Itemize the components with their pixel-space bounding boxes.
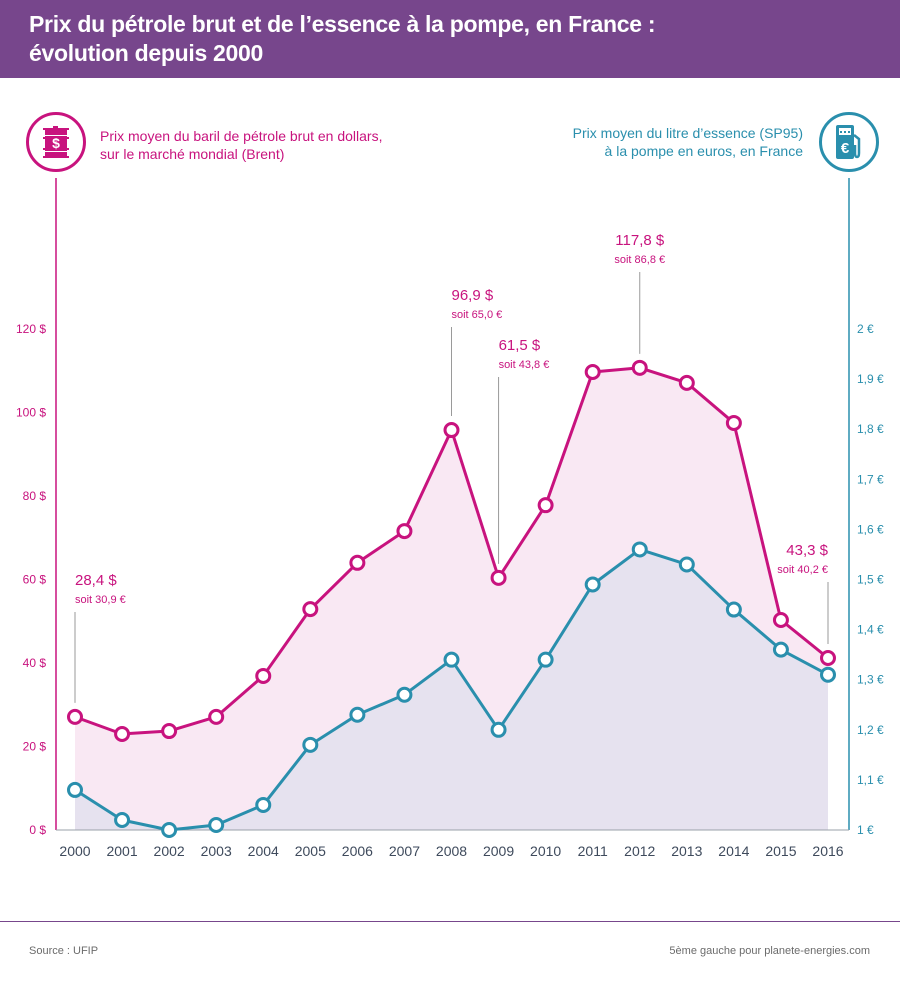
gasoline-point xyxy=(490,721,507,738)
right-axis-tick-label: 1,1 € xyxy=(857,773,884,787)
x-axis-tick-label: 2013 xyxy=(671,843,702,859)
left-axis-tick-label: 100 $ xyxy=(16,406,46,420)
x-axis-tick-label: 2000 xyxy=(59,843,90,859)
annotation-euro-value: soit 30,9 € xyxy=(75,594,126,606)
x-axis-tick-label: 2010 xyxy=(530,843,561,859)
gasoline-point xyxy=(820,666,836,683)
gasoline-point xyxy=(208,816,225,833)
crude-oil-point xyxy=(114,725,131,742)
x-axis-tick-label: 2005 xyxy=(295,843,326,859)
gasoline-point xyxy=(396,686,413,703)
crude-oil-point xyxy=(725,414,742,431)
crude-oil-point xyxy=(396,523,413,540)
right-axis-tick-label: 1,5 € xyxy=(857,573,884,587)
x-axis-tick-label: 2016 xyxy=(812,843,843,859)
left-axis-tick-label: 120 $ xyxy=(16,322,46,336)
crude-oil-point xyxy=(678,374,695,391)
x-axis-tick-label: 2012 xyxy=(624,843,655,859)
crude-oil-point xyxy=(349,554,366,571)
gasoline-point xyxy=(631,541,648,558)
legend-gasoline-line1: Prix moyen du litre d’essence (SP95) xyxy=(572,125,803,141)
legend-gasoline-line2: à la pompe en euros, en France xyxy=(604,143,803,159)
crude-oil-point xyxy=(537,497,554,514)
gasoline-point xyxy=(537,651,554,668)
annotation-euro-value: soit 43,8 € xyxy=(499,359,550,371)
legend-crude-oil-line2: sur le marché mondial (Brent) xyxy=(100,146,285,162)
crude-oil-point xyxy=(820,649,836,666)
right-axis-tick-label: 1,2 € xyxy=(857,723,884,737)
legend-crude-oil-line1: Prix moyen du baril de pétrole brut en d… xyxy=(100,128,383,144)
left-axis-tick-label: 40 $ xyxy=(23,656,47,670)
x-axis-tick-label: 2001 xyxy=(106,843,137,859)
oil-barrel-dollar-icon: $ xyxy=(26,112,86,172)
annotation-value: 43,3 $ xyxy=(786,542,828,559)
crude-oil-point xyxy=(67,708,83,725)
source-note: Source : UFIP xyxy=(29,945,99,957)
x-axis-tick-label: 2003 xyxy=(201,843,232,859)
gasoline-point xyxy=(725,601,742,618)
left-axis-tick-label: 20 $ xyxy=(23,740,47,754)
right-axis-tick-label: 1,9 € xyxy=(857,372,884,386)
footer-divider xyxy=(0,921,900,922)
x-axis-tick-label: 2004 xyxy=(248,843,279,859)
annotation-value: 28,4 $ xyxy=(75,572,117,589)
crude-oil-point xyxy=(584,364,601,381)
crude-oil-point xyxy=(443,422,460,439)
x-axis-tick-label: 2015 xyxy=(765,843,796,859)
x-axis-tick-label: 2014 xyxy=(718,843,749,859)
crude-oil-point xyxy=(208,708,225,725)
gasoline-point xyxy=(584,576,601,593)
crude-oil-point xyxy=(302,601,319,618)
right-axis-tick-label: 1,6 € xyxy=(857,522,884,536)
gasoline-point xyxy=(349,706,366,723)
x-axis-tick-label: 2006 xyxy=(342,843,373,859)
annotation-euro-value: soit 86,8 € xyxy=(614,254,665,266)
gasoline-point xyxy=(161,822,178,838)
x-axis-tick-label: 2002 xyxy=(154,843,185,859)
svg-text:$: $ xyxy=(52,135,60,151)
left-axis-tick-label: 60 $ xyxy=(23,573,47,587)
x-axis-tick-label: 2008 xyxy=(436,843,467,859)
right-axis-tick-label: 1,4 € xyxy=(857,623,884,637)
right-axis-tick-label: 1 € xyxy=(857,823,874,837)
gasoline-point xyxy=(67,781,83,798)
annotation-value: 61,5 $ xyxy=(499,337,541,354)
chart-title-line1: Prix du pétrole brut et de l’essence à l… xyxy=(29,11,656,37)
annotation-value: 117,8 $ xyxy=(615,232,665,249)
gasoline-point xyxy=(302,736,319,753)
crude-oil-point xyxy=(631,359,648,376)
gasoline-point xyxy=(114,811,131,828)
chart-canvas: 0 $ 20 $ 40 $ 60 $ 80 $ 100 $ 120 $ 1 € 1,1 € 1,2… xyxy=(16,178,884,859)
legend-crude-oil: Prix moyen du baril de pétrole brut en d… xyxy=(100,127,382,163)
chart-title-line2: évolution depuis 2000 xyxy=(29,40,263,66)
right-axis-tick-label: 1,8 € xyxy=(857,422,884,436)
annotation-euro-value: soit 65,0 € xyxy=(452,309,503,321)
annotation-euro-value: soit 40,2 € xyxy=(777,564,828,576)
gasoline-area xyxy=(75,549,828,830)
right-axis-tick-label: 1,7 € xyxy=(857,472,884,486)
svg-text:€: € xyxy=(841,140,850,157)
credit-note: 5ème gauche pour planete-energies.com xyxy=(669,945,870,957)
right-axis-tick-label: 2 € xyxy=(857,322,874,336)
crude-oil-point xyxy=(161,723,178,740)
gasoline-point xyxy=(443,651,460,668)
left-axis-tick-label: 0 $ xyxy=(29,823,46,837)
gasoline-point xyxy=(255,796,272,813)
crude-oil-point xyxy=(255,667,272,684)
crude-oil-point xyxy=(490,569,507,586)
annotation-value: 96,9 $ xyxy=(452,287,494,304)
gasoline-point xyxy=(678,556,695,573)
right-axis-tick-label: 1,3 € xyxy=(857,673,884,687)
left-axis-tick-label: 80 $ xyxy=(23,489,47,503)
crude-oil-point xyxy=(772,611,789,628)
legend-gasoline: Prix moyen du litre d’essence (SP95) à l… xyxy=(573,124,803,160)
gasoline-point xyxy=(772,641,789,658)
fuel-pump-euro-icon: € xyxy=(819,112,879,172)
x-axis-tick-label: 2011 xyxy=(578,843,608,859)
x-axis-tick-label: 2007 xyxy=(389,843,420,859)
header-banner: Prix du pétrole brut et de l’essence à l… xyxy=(0,0,900,78)
x-axis-tick-label: 2009 xyxy=(483,843,514,859)
chart-title: Prix du pétrole brut et de l’essence à l… xyxy=(29,10,656,68)
